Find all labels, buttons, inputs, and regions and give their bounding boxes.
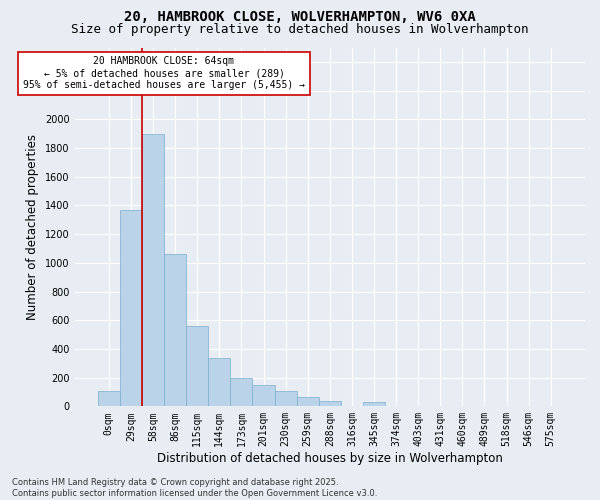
Bar: [253, 385, 275, 406]
Y-axis label: Number of detached properties: Number of detached properties: [26, 134, 40, 320]
Bar: [208, 358, 230, 406]
Bar: [319, 400, 341, 406]
Bar: [98, 390, 120, 406]
Text: 20, HAMBROOK CLOSE, WOLVERHAMPTON, WV6 0XA: 20, HAMBROOK CLOSE, WOLVERHAMPTON, WV6 0…: [124, 10, 476, 24]
Bar: [363, 402, 385, 406]
Bar: [142, 134, 164, 406]
Text: Size of property relative to detached houses in Wolverhampton: Size of property relative to detached ho…: [71, 22, 529, 36]
Bar: [120, 210, 142, 406]
X-axis label: Distribution of detached houses by size in Wolverhampton: Distribution of detached houses by size …: [157, 452, 503, 465]
Bar: [230, 378, 253, 406]
Bar: [164, 254, 186, 406]
Bar: [275, 390, 296, 406]
Bar: [296, 397, 319, 406]
Bar: [186, 326, 208, 406]
Text: Contains HM Land Registry data © Crown copyright and database right 2025.
Contai: Contains HM Land Registry data © Crown c…: [12, 478, 377, 498]
Text: 20 HAMBROOK CLOSE: 64sqm
← 5% of detached houses are smaller (289)
95% of semi-d: 20 HAMBROOK CLOSE: 64sqm ← 5% of detache…: [23, 56, 305, 90]
